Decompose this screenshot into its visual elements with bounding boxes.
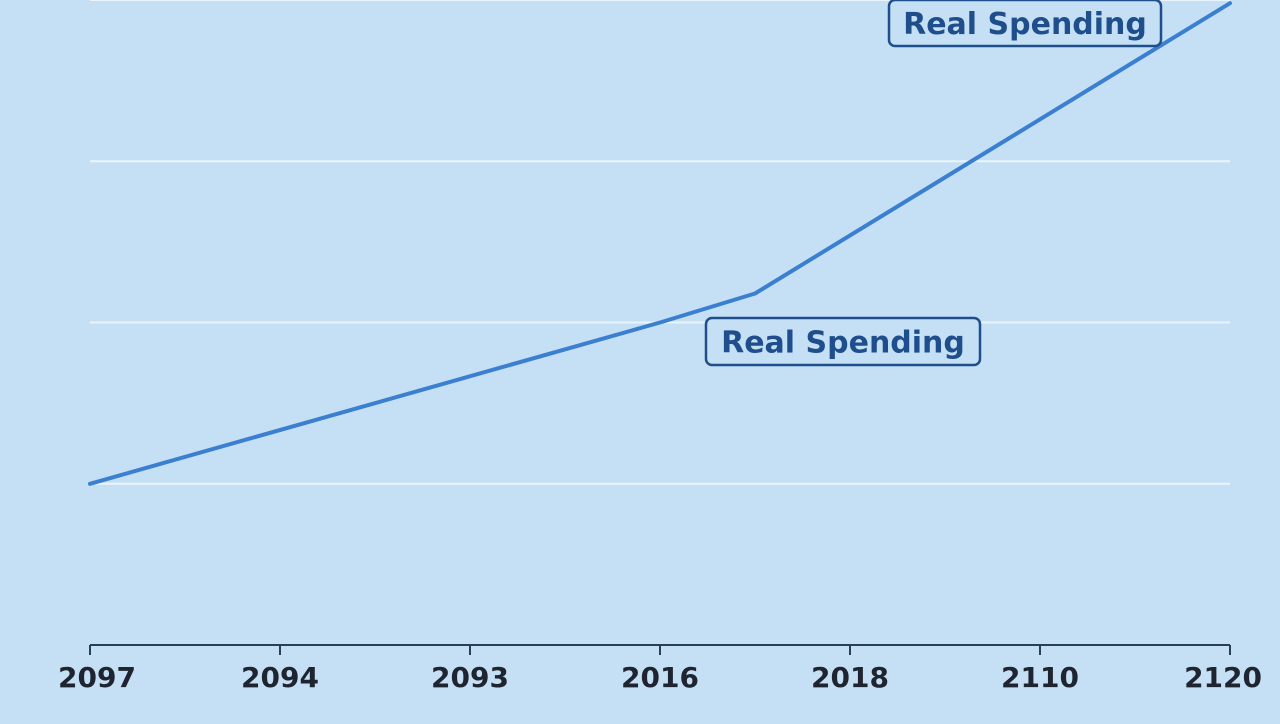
series-layer	[90, 3, 1230, 484]
annotation-text: Real Spending	[721, 326, 965, 361]
series-line	[90, 3, 1230, 484]
x-tick-label: 2120	[1184, 661, 1262, 694]
annotation-text: Real Spending	[903, 7, 1147, 42]
x-tick-label: 2016	[621, 661, 699, 694]
x-tick-label: 2097	[58, 661, 136, 694]
x-tick-label: 2018	[811, 661, 889, 694]
grid-layer	[90, 0, 1230, 484]
annotation-label: Real Spending	[706, 318, 980, 365]
annotation-label: Real Spending	[889, 0, 1161, 46]
x-tick-label: 2110	[1001, 661, 1079, 694]
x-tick-label: 2094	[241, 661, 319, 694]
x-axis: 2097 2094 2093 2016 2018 2110 2120	[58, 645, 1262, 694]
x-tick-label: 2093	[431, 661, 509, 694]
